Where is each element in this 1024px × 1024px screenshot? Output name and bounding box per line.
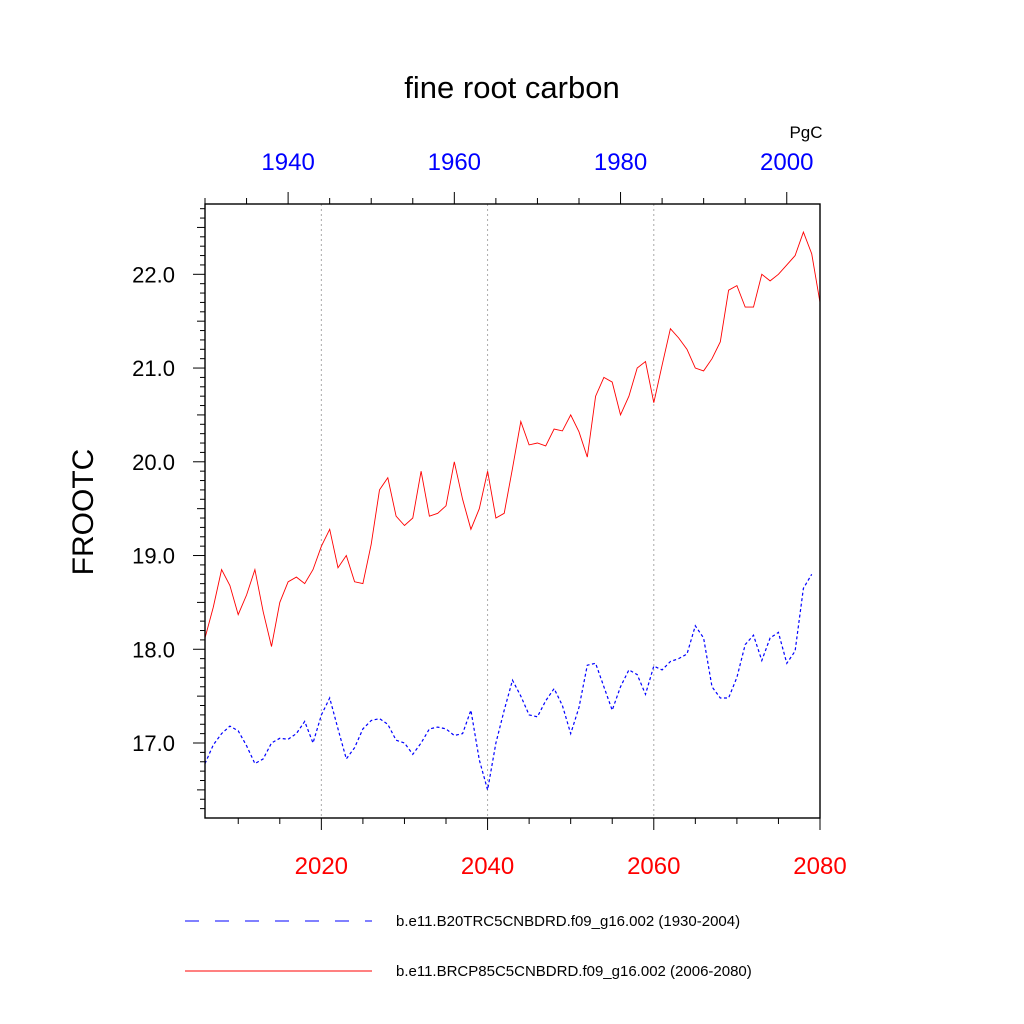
top-tick-label: 1980 (594, 149, 647, 176)
series-line-historical (204, 573, 813, 791)
tick-labels: 17.0 18.0 19.0 20.0 21.0 22.0 2020 2040 2060 2080… (132, 149, 847, 880)
top-tick-label: 2000 (760, 149, 813, 176)
y-tick-label: 19.0 (132, 544, 175, 569)
top-tick-label: 1940 (261, 149, 314, 176)
legend-label-1: b.e11.BRCP85C5CNBDRD.f09_g16.002 (2006-2… (396, 963, 752, 980)
series-lines (204, 230, 821, 791)
y-tick-label: 20.0 (132, 450, 175, 475)
axis-ticks (193, 192, 821, 830)
chart-title: fine root carbon (404, 70, 619, 105)
series-line-rcp85 (204, 230, 821, 647)
y-tick-label: 21.0 (132, 356, 175, 381)
top-tick-label: 1960 (428, 149, 481, 176)
bottom-tick-label: 2040 (461, 853, 514, 880)
y-axis-label: FROOTC (67, 449, 100, 576)
units-label: PgC (789, 123, 822, 142)
y-tick-label: 17.0 (132, 731, 175, 756)
bottom-tick-label: 2020 (295, 853, 348, 880)
plot-frame (204, 203, 821, 819)
bottom-tick-label: 2080 (793, 853, 846, 880)
y-tick-label: 18.0 (132, 637, 175, 662)
bottom-tick-label: 2060 (627, 853, 680, 880)
y-tick-label: 22.0 (132, 262, 175, 287)
gridlines (320, 204, 655, 818)
legend-label-0: b.e11.B20TRC5CNBDRD.f09_g16.002 (1930-20… (396, 913, 740, 930)
legend: b.e11.B20TRC5CNBDRD.f09_g16.002 (1930-20… (185, 913, 752, 980)
